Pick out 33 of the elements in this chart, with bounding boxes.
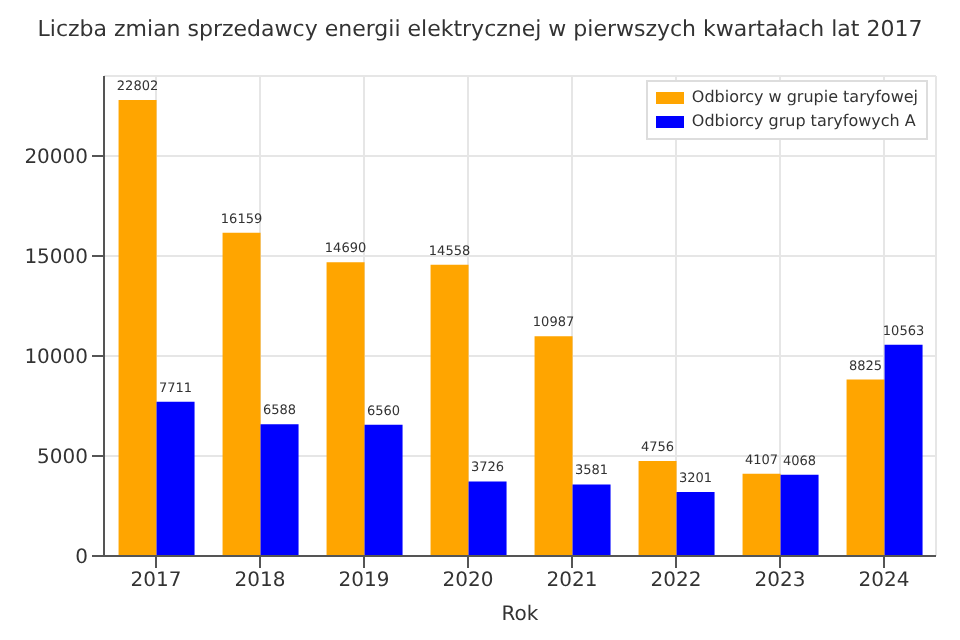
x-tick-label: 2021	[546, 570, 598, 593]
bar	[430, 264, 469, 556]
y-tick-label: 20000	[24, 147, 88, 170]
y-tick-label: 5000	[37, 447, 88, 470]
chart-title: Liczba zmian sprzedawcy energii elektrycznej w pierwszych kwartałach lat 2017	[35, 16, 925, 46]
legend-label: Odbiorcy w grupie taryfowej	[689, 86, 918, 110]
y-tick-label: 10000	[24, 347, 88, 370]
bar	[326, 262, 365, 556]
bar	[260, 424, 299, 556]
bar	[884, 344, 923, 556]
bar	[222, 232, 261, 556]
bar	[118, 99, 157, 556]
bar	[638, 460, 677, 556]
x-tick-label: 2018	[234, 570, 286, 593]
y-tick-label: 0	[75, 547, 88, 570]
x-tick-label: 2020	[442, 570, 494, 593]
x-tick-label: 2024	[858, 570, 910, 593]
x-axis-title: Rok	[501, 604, 539, 626]
bar	[572, 484, 611, 556]
bar	[780, 474, 819, 556]
bar	[676, 491, 715, 556]
x-tick-label: 2023	[754, 570, 806, 593]
bar	[846, 379, 885, 556]
y-tick-label: 15000	[24, 247, 88, 270]
bar	[742, 473, 781, 556]
bar	[156, 401, 195, 556]
legend-label: Odbiorcy grup taryfowych A	[689, 110, 918, 134]
bar	[534, 336, 573, 556]
bar	[364, 424, 403, 556]
bar	[468, 481, 507, 556]
x-tick-label: 2019	[338, 570, 390, 593]
x-tick-label: 2022	[650, 570, 702, 593]
x-tick-label: 2017	[130, 570, 182, 593]
